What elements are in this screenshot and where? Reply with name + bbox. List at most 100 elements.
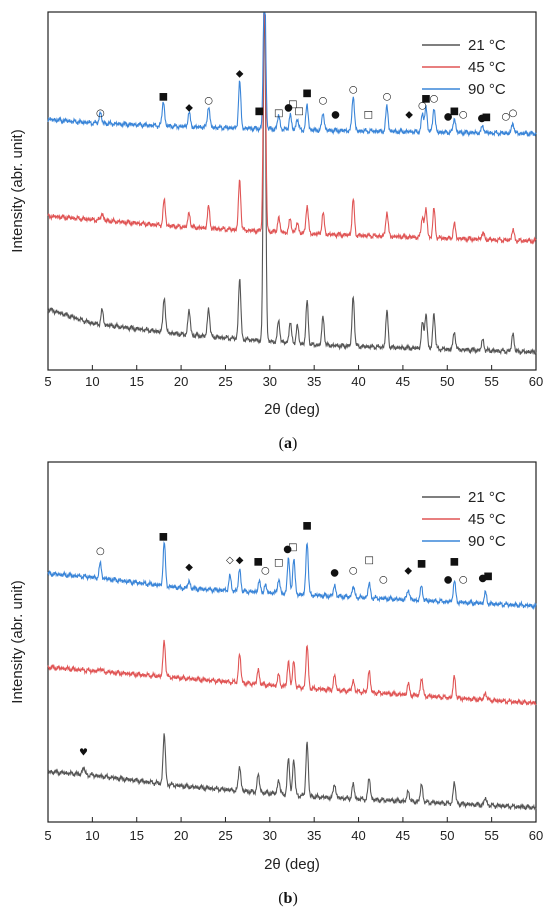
legend-label: 90 °C [468, 81, 506, 98]
caption-letter: a [284, 435, 292, 452]
x-tick-label: 10 [85, 374, 99, 389]
phase-marker: ● [330, 567, 339, 578]
x-tick-label: 35 [307, 828, 321, 843]
chart-panel-b: 5 10 15 20 25 30 35 40 45 50 55 60 2θ (deg) Intensity… [9, 461, 543, 907]
x-tick-label: 15 [129, 374, 143, 389]
phase-marker: ○ [96, 546, 105, 557]
x-tick-label: 55 [484, 828, 498, 843]
series-line-90c [47, 540, 537, 611]
caption-open: ( [278, 890, 283, 907]
phase-marker: ◆ [185, 102, 193, 113]
phase-marker: ○ [379, 575, 388, 586]
phase-marker: ◆ [236, 68, 244, 79]
legend-label: 21 °C [468, 489, 506, 506]
chart-panel-a: 5 10 15 20 25 30 35 40 45 50 55 60 2θ (deg) Intensity… [9, 11, 543, 452]
phase-marker: ○ [349, 566, 358, 577]
phase-marker: ◆ [236, 555, 244, 566]
x-tick-label: 55 [484, 374, 498, 389]
phase-marker: □ [364, 110, 373, 121]
series-line-45c [47, 639, 537, 707]
phase-marker: ■ [159, 92, 168, 103]
phase-marker: □ [274, 108, 283, 119]
phase-marker: ○ [261, 566, 270, 577]
x-tick-label: 30 [263, 374, 277, 389]
series-line-21c [47, 12, 537, 356]
phase-marker: ● [284, 102, 293, 113]
caption-close: ) [292, 890, 297, 907]
phase-marker: ○ [383, 92, 392, 103]
legend-label: 45 °C [468, 511, 506, 528]
phase-marker: □ [294, 106, 303, 117]
phase-marker: ■ [483, 571, 492, 582]
series-line-90c [47, 12, 537, 138]
x-tick-label: 50 [440, 828, 454, 843]
plot-frame [47, 11, 537, 371]
x-tick-label: 45 [396, 374, 410, 389]
phase-marker: □ [288, 542, 297, 553]
phase-marker: ■ [482, 112, 491, 123]
phase-marker: ■ [417, 558, 426, 569]
x-tick-label: 10 [85, 828, 99, 843]
phase-marker: ■ [254, 106, 263, 117]
panel-caption: (a) [279, 435, 298, 452]
phase-marker: ◆ [185, 562, 193, 573]
phase-marker: ○ [96, 108, 105, 119]
phase-marker: ● [444, 111, 453, 122]
series-line-45c [47, 12, 537, 245]
x-tick-label: 5 [44, 374, 51, 389]
legend-label: 21 °C [468, 37, 506, 54]
x-tick-label: 25 [218, 374, 232, 389]
phase-marker: ● [444, 575, 453, 586]
phase-marker: ○ [509, 108, 518, 119]
phase-marker: ● [331, 110, 340, 121]
phase-marker: ◆ [405, 110, 413, 121]
phase-marker: ♥ [79, 747, 88, 758]
caption-letter: b [284, 890, 293, 907]
x-tick-label: 35 [307, 374, 321, 389]
x-tick-label: 20 [174, 828, 188, 843]
x-tick-label: 40 [351, 374, 365, 389]
phase-marker: ○ [430, 94, 439, 105]
phase-marker: ◇ [226, 555, 234, 566]
phase-marker: ○ [418, 101, 427, 112]
legend-label: 45 °C [468, 59, 506, 76]
legend-label: 90 °C [468, 533, 506, 550]
x-axis-title: 2θ (deg) [264, 856, 320, 873]
x-tick-label: 45 [396, 828, 410, 843]
phase-marker: ■ [450, 106, 459, 117]
phase-marker: ■ [254, 557, 263, 568]
x-tick-label: 20 [174, 374, 188, 389]
phase-marker: □ [274, 558, 283, 569]
plot-frame [47, 461, 537, 823]
series-line-21c [47, 733, 537, 811]
phase-marker: ○ [204, 95, 213, 106]
phase-marker: ● [478, 573, 487, 584]
y-axis-title: Intensity (abr. unit) [9, 580, 26, 703]
panel-caption: (b) [278, 890, 298, 907]
x-tick-label: 15 [129, 828, 143, 843]
phase-marker: □ [364, 555, 373, 566]
phase-marker: ■ [302, 88, 311, 99]
x-tick-label: 5 [44, 828, 51, 843]
phase-marker: ■ [302, 521, 311, 532]
x-tick-label: 60 [529, 828, 543, 843]
caption-open: ( [279, 435, 284, 452]
phase-marker: ■ [159, 531, 168, 542]
phase-marker: ○ [319, 95, 328, 106]
caption-close: ) [292, 435, 297, 452]
x-tick-label: 30 [263, 828, 277, 843]
phase-marker: ○ [459, 575, 468, 586]
phase-marker: ○ [501, 111, 510, 122]
y-axis-title: Intensity (abr. unit) [9, 129, 26, 252]
phase-marker: ○ [459, 110, 468, 121]
phase-marker: ■ [450, 557, 459, 568]
phase-marker: ◆ [404, 566, 412, 577]
x-tick-label: 50 [440, 374, 454, 389]
x-tick-label: 25 [218, 828, 232, 843]
phase-marker: ● [283, 544, 292, 555]
phase-marker: □ [288, 99, 297, 110]
x-tick-label: 40 [351, 828, 365, 843]
phase-marker: ○ [349, 85, 358, 96]
phase-marker: ■ [421, 94, 430, 105]
